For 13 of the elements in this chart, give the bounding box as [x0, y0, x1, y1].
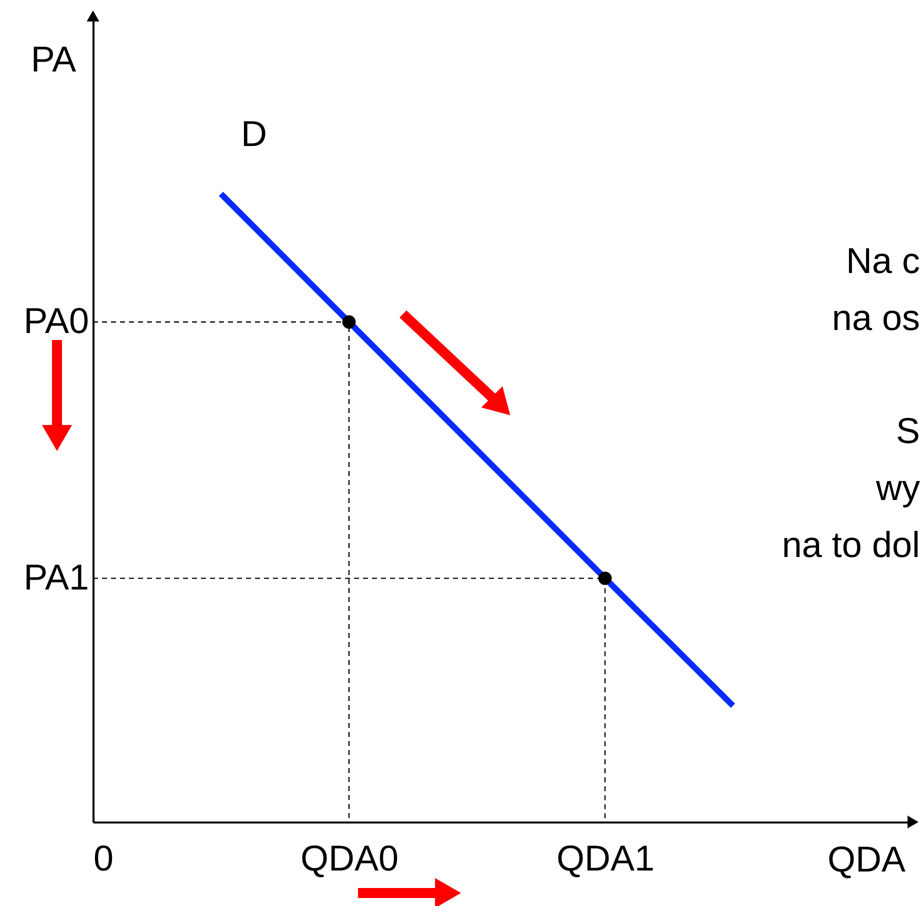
text: S — [896, 410, 920, 451]
y-axis-title: PA — [30, 38, 76, 80]
series-label: D — [241, 112, 267, 154]
annotation: PA1 — [24, 556, 89, 598]
text: na os — [832, 297, 920, 338]
text: Na c — [846, 240, 920, 281]
x-axis-title: QDA — [827, 838, 906, 880]
x-tick-label: QDA1 — [556, 838, 655, 878]
annotation: PA0 — [24, 300, 89, 342]
text: wy — [875, 467, 920, 508]
x-tick-label: 0 — [94, 838, 114, 878]
annotation: na to dol — [782, 524, 920, 565]
x-tick-label: QDA0 — [300, 838, 399, 878]
